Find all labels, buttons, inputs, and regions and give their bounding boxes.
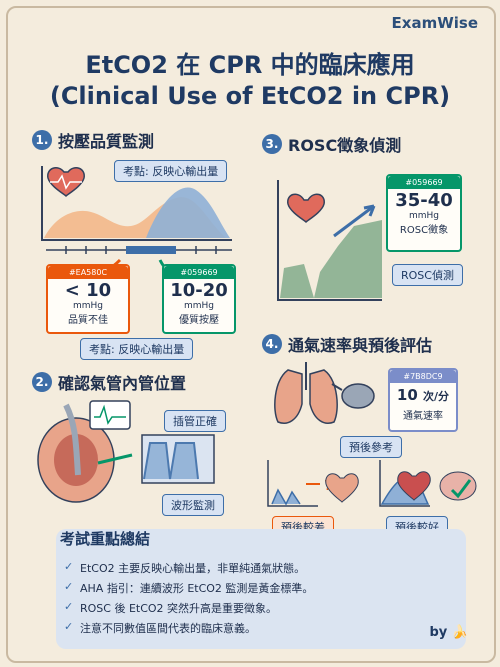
check-icon: ✓ [64, 620, 74, 633]
section-number: 2. [32, 372, 52, 392]
brand-logo: ExamWise [391, 14, 478, 32]
summary-item-text: 注意不同數值區間代表的臨床意義。 [80, 622, 256, 635]
card-code: #059669 [388, 176, 460, 189]
summary-item: ✓ 注意不同數值區間代表的臨床意義。 [64, 620, 256, 636]
title-line-2: (Clinical Use of EtCO2 in CPR) [49, 82, 451, 110]
card-desc: 通氣速率 [403, 411, 443, 422]
section-3-title: 3. ROSC徵象偵測 [262, 132, 401, 156]
section-number: 1. [32, 130, 52, 150]
compression-waveform-illustration [41, 166, 232, 254]
section-title-text: 按壓品質監測 [58, 132, 155, 151]
poster-frame [6, 6, 496, 663]
card-code: #059669 [164, 266, 234, 279]
section-title-text: 確認氣管內管位置 [58, 374, 187, 393]
summary-panel [56, 529, 466, 649]
rosc-waveform-illustration [277, 180, 382, 301]
summary-item-text: EtCO2 主要反映心輸出量，非單純通氣狀態。 [80, 562, 306, 575]
card-unit: mmHg [408, 211, 439, 221]
tag-rosc-detection: ROSC偵測 [392, 264, 463, 286]
check-icon: ✓ [64, 560, 74, 573]
card-value-row: 10 次/分 [390, 385, 456, 407]
card-desc: 品質不佳 [68, 315, 108, 326]
section-title-text: ROSC徵象偵測 [288, 136, 402, 155]
card-high-quality: #059669 10-20 mmHg 優質按壓 [162, 264, 236, 334]
card-value: 35-40 [395, 190, 453, 211]
summary-item: ✓ EtCO2 主要反映心輸出量，非單純通氣狀態。 [64, 560, 306, 576]
card-value: < 10 [64, 280, 112, 301]
card-unit: 次/分 [423, 390, 450, 403]
summary-title: 考試重點總結 [60, 530, 151, 548]
title-line-1: EtCO2 在 CPR 中的臨床應用 [85, 51, 415, 79]
card-value: 10-20 [170, 280, 228, 301]
check-icon: ✓ [64, 600, 74, 613]
banana-icon: 🍌 [451, 625, 468, 640]
byline: by 🍌 [430, 625, 469, 640]
card-value: 10 [396, 386, 418, 404]
tag-cardiac-output: 考點: 反映心輸出量 [114, 160, 228, 182]
section-title-text: 通氣速率與預後評估 [288, 336, 433, 355]
section-2-title: 2. 確認氣管內管位置 [32, 370, 186, 394]
section-number: 4. [262, 334, 282, 354]
card-unit: mmHg [72, 301, 103, 311]
card-unit: mmHg [183, 301, 214, 311]
tag-intubation-correct: 插管正確 [164, 410, 226, 432]
card-rosc: #059669 35-40 mmHg ROSC徵象 [386, 174, 462, 252]
summary-item-text: AHA 指引：連續波形 EtCO2 監測是黃金標準。 [80, 582, 314, 595]
check-icon: ✓ [64, 580, 74, 593]
card-code: #7B8DC9 [390, 370, 456, 383]
tag-waveform-monitoring: 波形監測 [162, 494, 224, 516]
summary-item-text: ROSC 後 EtCO2 突然升高是重要徵象。 [80, 602, 278, 615]
section-number: 3. [262, 134, 282, 154]
intubation-illustration [37, 400, 215, 503]
card-code: #EA580C [48, 266, 128, 279]
card-desc: 優質按壓 [179, 315, 219, 326]
summary-item: ✓ ROSC 後 EtCO2 突然升高是重要徵象。 [64, 600, 278, 616]
section-1-title: 1. 按壓品質監測 [32, 128, 154, 152]
ventilation-illustration [274, 362, 375, 424]
byline-text: by [429, 625, 448, 640]
section-4-title: 4. 通氣速率與預後評估 [262, 332, 432, 356]
card-low-quality: #EA580C < 10 mmHg 品質不佳 [46, 264, 130, 334]
card-desc: ROSC徵象 [399, 225, 449, 236]
prognosis-illustration: ? [267, 460, 477, 507]
card-ventilation-rate: #7B8DC9 10 次/分 通氣速率 [388, 368, 458, 432]
summary-item: ✓ AHA 指引：連續波形 EtCO2 監測是黃金標準。 [64, 580, 314, 596]
prognosis-reference-label: 預後參考 [340, 436, 402, 458]
tag-cardiac-output-bottom: 考點: 反映心輸出量 [80, 338, 194, 360]
